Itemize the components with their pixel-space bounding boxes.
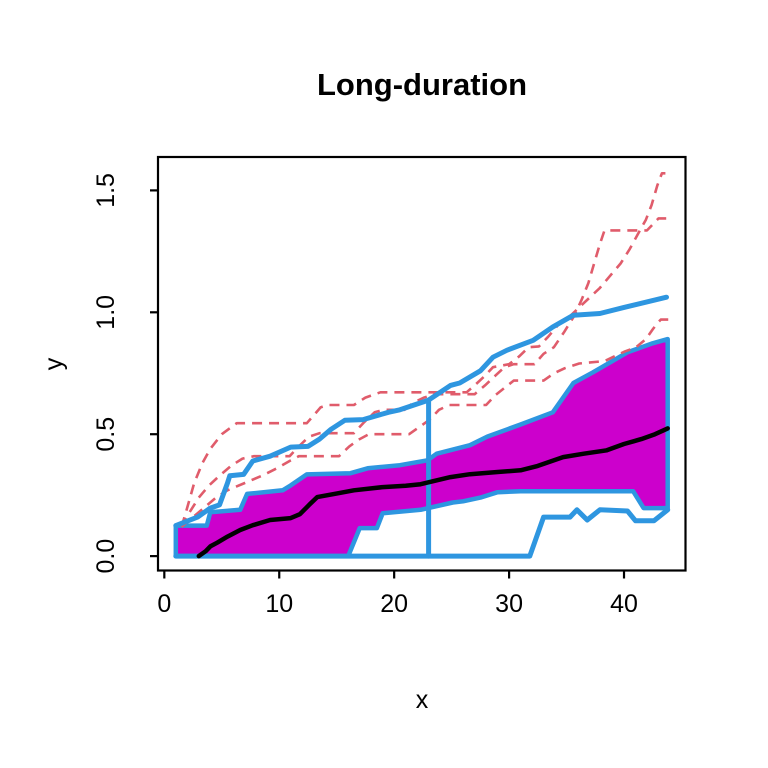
dashed-trajectory-3: [180, 318, 670, 528]
median-line: [196, 426, 670, 559]
x-tick-label: 40: [610, 590, 638, 618]
inner-confidence-band: [173, 336, 670, 559]
y-axis-label: y: [40, 357, 68, 370]
x-axis-label: x: [416, 686, 429, 714]
y-tick-label: 1.5: [92, 173, 120, 208]
dashed-trajectory-1: [180, 172, 666, 528]
y-tick-label: 1.0: [92, 295, 120, 330]
x-tick-label: 20: [380, 590, 408, 618]
x-tick-label: 30: [495, 590, 523, 618]
dashed-trajectory-2: [180, 217, 673, 528]
y-tick-label: 0.5: [92, 417, 120, 452]
x-tick-label: 0: [157, 590, 171, 618]
plot-box: [156, 155, 687, 572]
chart-title: Long-duration: [317, 67, 527, 102]
outer-band-upper-line: [173, 294, 669, 529]
outer-band-lower-line: [173, 507, 671, 559]
y-tick-label: 0.0: [92, 539, 120, 574]
plot-layer: [173, 172, 673, 559]
x-tick-label: 10: [265, 590, 293, 618]
axis-layer: 0 10 20 30 40 0.0 0.5 1.0 1.5: [92, 155, 687, 618]
